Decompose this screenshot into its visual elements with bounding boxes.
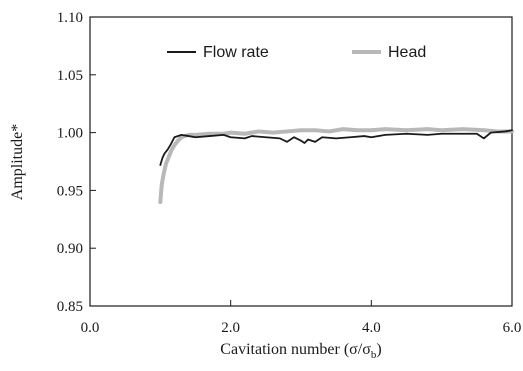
y-tick-label: 0.95: [57, 183, 83, 199]
y-axis-ticks: 0.85 0.90 0.95 1.00 1.05 1.10: [57, 10, 96, 315]
y-tick-label: 0.90: [57, 241, 83, 257]
legend: Flow rate Head: [167, 44, 426, 61]
y-tick-label: 1.00: [57, 126, 83, 142]
series-line-head: [158, 127, 514, 204]
legend-label-head: Head: [388, 44, 426, 61]
x-tick-label: 6.0: [503, 320, 522, 336]
y-tick-label: 0.85: [57, 299, 83, 315]
x-tick-label: 0.0: [81, 320, 100, 336]
series-line-flow-rate: [159, 129, 513, 166]
x-axis-label: Cavitation number (σ/σb): [220, 341, 381, 361]
y-axis-label: Amplitude*: [9, 124, 26, 200]
legend-label-flow-rate: Flow rate: [203, 44, 269, 61]
plot-frame: [89, 16, 513, 307]
x-axis-ticks: 0.0 2.0 4.0 6.0: [81, 300, 522, 336]
y-tick-label: 1.05: [57, 68, 83, 84]
series-layer: [158, 127, 514, 204]
x-tick-label: 4.0: [362, 320, 381, 336]
y-tick-label: 1.10: [57, 10, 83, 26]
x-tick-label: 2.0: [221, 320, 240, 336]
